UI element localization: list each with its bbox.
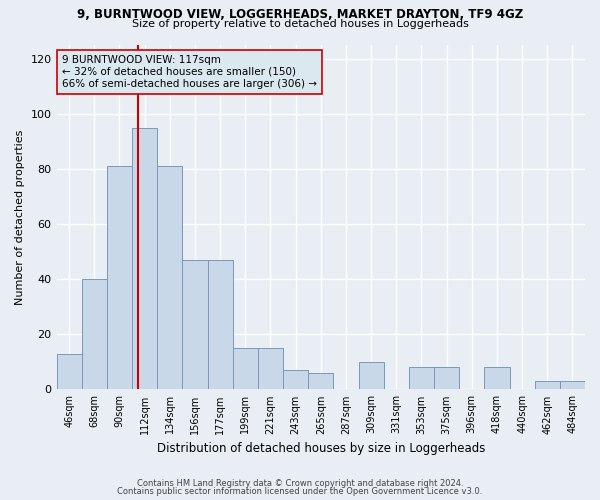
Text: Contains public sector information licensed under the Open Government Licence v3: Contains public sector information licen…	[118, 487, 482, 496]
Bar	[409, 368, 434, 390]
Bar	[283, 370, 308, 390]
Bar	[308, 373, 334, 390]
Bar	[182, 260, 208, 390]
Bar	[434, 368, 459, 390]
Bar	[208, 260, 233, 390]
Text: Contains HM Land Registry data © Crown copyright and database right 2024.: Contains HM Land Registry data © Crown c…	[137, 478, 463, 488]
Text: 9 BURNTWOOD VIEW: 117sqm
← 32% of detached houses are smaller (150)
66% of semi-: 9 BURNTWOOD VIEW: 117sqm ← 32% of detach…	[62, 56, 317, 88]
Bar	[258, 348, 283, 390]
Bar	[132, 128, 157, 390]
Bar	[233, 348, 258, 390]
Text: 9, BURNTWOOD VIEW, LOGGERHEADS, MARKET DRAYTON, TF9 4GZ: 9, BURNTWOOD VIEW, LOGGERHEADS, MARKET D…	[77, 8, 523, 20]
Bar	[484, 368, 509, 390]
X-axis label: Distribution of detached houses by size in Loggerheads: Distribution of detached houses by size …	[157, 442, 485, 455]
Text: Size of property relative to detached houses in Loggerheads: Size of property relative to detached ho…	[131, 19, 469, 29]
Bar	[157, 166, 182, 390]
Bar	[56, 354, 82, 390]
Bar	[359, 362, 383, 390]
Bar	[107, 166, 132, 390]
Y-axis label: Number of detached properties: Number of detached properties	[15, 130, 25, 305]
Bar	[82, 279, 107, 390]
Bar	[535, 381, 560, 390]
Bar	[560, 381, 585, 390]
